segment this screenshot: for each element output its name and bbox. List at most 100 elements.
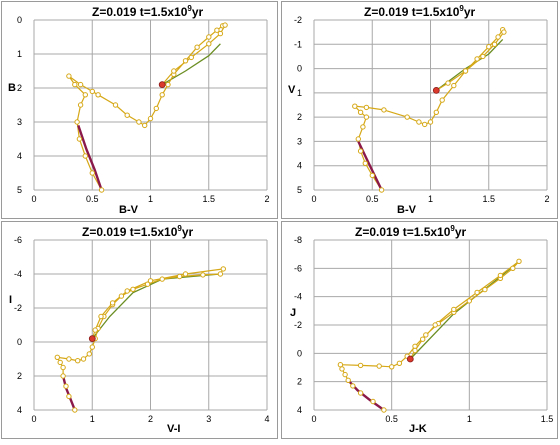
data-point: [77, 102, 84, 108]
plot-svg: 0 1 2 3 4 -6 -4 -2 0 2 4: [14, 235, 270, 424]
title-exponent: 9: [459, 4, 464, 13]
y-axis-label: J: [290, 307, 297, 319]
main-sequence-line: [77, 125, 103, 191]
x-tick-label: 1.5: [541, 414, 554, 424]
data-point: [147, 278, 154, 284]
title-suffix: yr: [191, 5, 204, 19]
data-point: [491, 41, 498, 47]
data-point: [95, 92, 101, 98]
main-sequence-line: [61, 375, 76, 411]
y-tick-label: 2: [297, 112, 302, 122]
x-tick-label: 1: [428, 194, 433, 204]
x-tick-label: 1.5: [482, 194, 495, 204]
data-point: [486, 44, 492, 50]
y-tick-label: -2: [294, 15, 302, 25]
y-tick-label: 4: [297, 405, 302, 415]
chart-title: Z=0.019 t=1.5x109yr: [82, 224, 193, 239]
title-text: Z=0.019 t=1.5x10: [82, 225, 178, 239]
data-point: [76, 136, 83, 142]
data-point: [130, 286, 136, 293]
data-point: [159, 276, 165, 282]
data-point: [376, 363, 382, 369]
data-point: [474, 289, 480, 296]
x-tick-label: 3: [206, 414, 211, 424]
x-axis-label: B-V: [119, 204, 138, 216]
isochrone-line: [56, 268, 225, 411]
x-tick-label: 1: [90, 414, 95, 424]
data-point: [352, 103, 358, 109]
data-point: [112, 102, 119, 108]
data-point: [381, 107, 387, 113]
x-tick-label: 0: [311, 194, 316, 204]
data-point: [389, 364, 395, 370]
y-tick-label: -4: [14, 269, 22, 279]
data-point: [420, 336, 426, 342]
x-axis-label: V-I: [167, 423, 181, 435]
data-point: [206, 34, 212, 40]
data-point: [432, 322, 438, 328]
red-marker: [158, 81, 166, 88]
data-point: [423, 332, 429, 338]
title-suffix: yr: [454, 225, 467, 239]
x-tick-label: 0: [31, 414, 36, 424]
data-point: [182, 58, 189, 64]
y-tick-label: 1: [17, 49, 22, 59]
data-point: [98, 313, 104, 320]
data-point: [378, 187, 385, 193]
data-point: [60, 373, 66, 379]
y-axis-label: V: [288, 84, 296, 96]
red-marker: [88, 335, 96, 342]
data-point: [54, 354, 60, 361]
plot-svg: 0 0.5 1 1.5 -8 -6 -4 -2 0 2 4: [294, 235, 554, 424]
data-point: [118, 293, 125, 299]
data-point: [200, 272, 206, 278]
data-point: [474, 56, 480, 62]
x-tick-label: 0: [311, 414, 316, 424]
data-point: [422, 121, 428, 128]
plot-svg: 0 0.5 1 1.5 2 0 1 2 3 4 5: [17, 15, 270, 204]
data-point: [412, 347, 418, 354]
red-marker: [406, 355, 414, 363]
data-point: [337, 362, 344, 368]
x-tick-label: 0.5: [86, 194, 99, 204]
data-point: [144, 281, 151, 287]
data-point: [136, 119, 142, 125]
data-point: [77, 81, 84, 88]
red-marker: [432, 87, 440, 94]
data-point: [124, 288, 130, 294]
y-tick-label: -2: [14, 303, 22, 313]
data-point: [222, 22, 228, 28]
y-tick-label: 3: [297, 136, 302, 146]
y-tick-label: 4: [17, 151, 22, 161]
title-text: Z=0.019 t=1.5x10: [92, 5, 188, 19]
data-point: [220, 266, 227, 272]
data-point: [427, 119, 434, 125]
y-axis-label: B: [8, 82, 16, 94]
y-tick-label: 0: [17, 337, 22, 347]
data-point: [363, 114, 370, 120]
data-point: [362, 160, 369, 167]
data-point: [497, 272, 504, 279]
data-point: [480, 53, 486, 60]
data-point: [171, 68, 177, 74]
y-tick-label: 5: [297, 185, 302, 195]
chart-panel-v-vs-bv: Z=0.019 t=1.5x109yr 0 0.5 1 1.5 2 -2 -1 0 1 2 3 4 5 …: [281, 1, 558, 219]
y-tick-label: 5: [17, 185, 22, 195]
data-point: [451, 82, 457, 89]
data-point: [217, 30, 224, 37]
data-point: [357, 390, 364, 396]
data-point: [176, 273, 183, 280]
y-tick-label: 3: [17, 117, 22, 127]
data-point: [206, 41, 212, 47]
data-point: [501, 29, 507, 35]
y-tick-label: -6: [294, 263, 302, 273]
data-point: [92, 327, 98, 333]
data-point: [147, 115, 154, 122]
title-text: Z=0.019 t=1.5x10: [355, 225, 451, 239]
data-point: [482, 286, 488, 293]
data-point: [451, 306, 457, 313]
x-tick-label: 1.5: [202, 194, 215, 204]
data-point: [82, 153, 89, 159]
data-point: [75, 358, 81, 364]
